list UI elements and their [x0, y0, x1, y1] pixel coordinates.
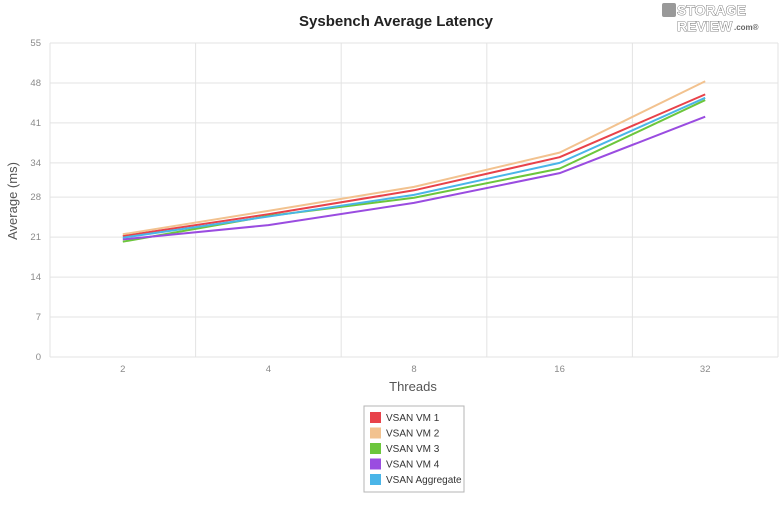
legend-swatch — [370, 474, 381, 485]
series-line-1 — [122, 93, 706, 237]
series-lines — [122, 80, 706, 243]
series-line-2 — [122, 80, 706, 236]
x-tick-label: 16 — [554, 364, 565, 375]
legend-swatch — [370, 427, 381, 439]
y-tick-label: 41 — [30, 118, 41, 129]
y-tick-label: 14 — [30, 272, 41, 283]
logo-line1: STORAGE — [677, 2, 746, 18]
legend-entry: VSAN VM 3 — [386, 444, 440, 455]
legend-entry: VSAN VM 2 — [386, 429, 440, 440]
series-line-5 — [122, 96, 706, 239]
x-tick-label: 2 — [120, 364, 125, 375]
legend-swatch — [370, 443, 381, 454]
y-tick-label: 0 — [36, 352, 41, 363]
x-tick-label: 32 — [700, 364, 711, 375]
grid — [49, 42, 779, 358]
legend-entry: VSAN VM 4 — [386, 460, 440, 471]
y-tick-label: 7 — [36, 312, 41, 323]
chart-title: Sysbench Average Latency — [299, 13, 494, 30]
logo-suffix: .com® — [734, 23, 759, 32]
y-tick-label: 28 — [30, 192, 41, 203]
y-tick-label: 48 — [30, 78, 41, 89]
series-line-4 — [122, 115, 706, 241]
y-axis-label: Average (ms) — [5, 162, 20, 240]
x-tick-label: 4 — [266, 364, 271, 375]
y-tick-label: 55 — [30, 38, 41, 49]
y-tick-label: 34 — [30, 158, 41, 169]
x-tick-label: 8 — [411, 364, 416, 375]
y-axis-ticks: 0 7 14 21 28 34 41 48 55 — [30, 38, 41, 363]
legend-swatch — [370, 458, 381, 470]
y-tick-label: 21 — [30, 232, 41, 243]
storagereview-logo: STORAGE REVIEW .com® — [662, 2, 759, 34]
legend: VSAN VM 1 VSAN VM 2 VSAN VM 3 VSAN VM 4 VSAN… — [363, 405, 465, 493]
legend-entry: VSAN VM 1 — [386, 413, 440, 424]
x-axis-ticks: 2 4 8 16 32 — [120, 364, 710, 375]
x-axis-label: Threads — [389, 379, 437, 394]
legend-entry: VSAN Aggregate — [386, 475, 462, 486]
logo-line2: REVIEW — [677, 18, 733, 34]
legend-swatch — [370, 412, 381, 423]
